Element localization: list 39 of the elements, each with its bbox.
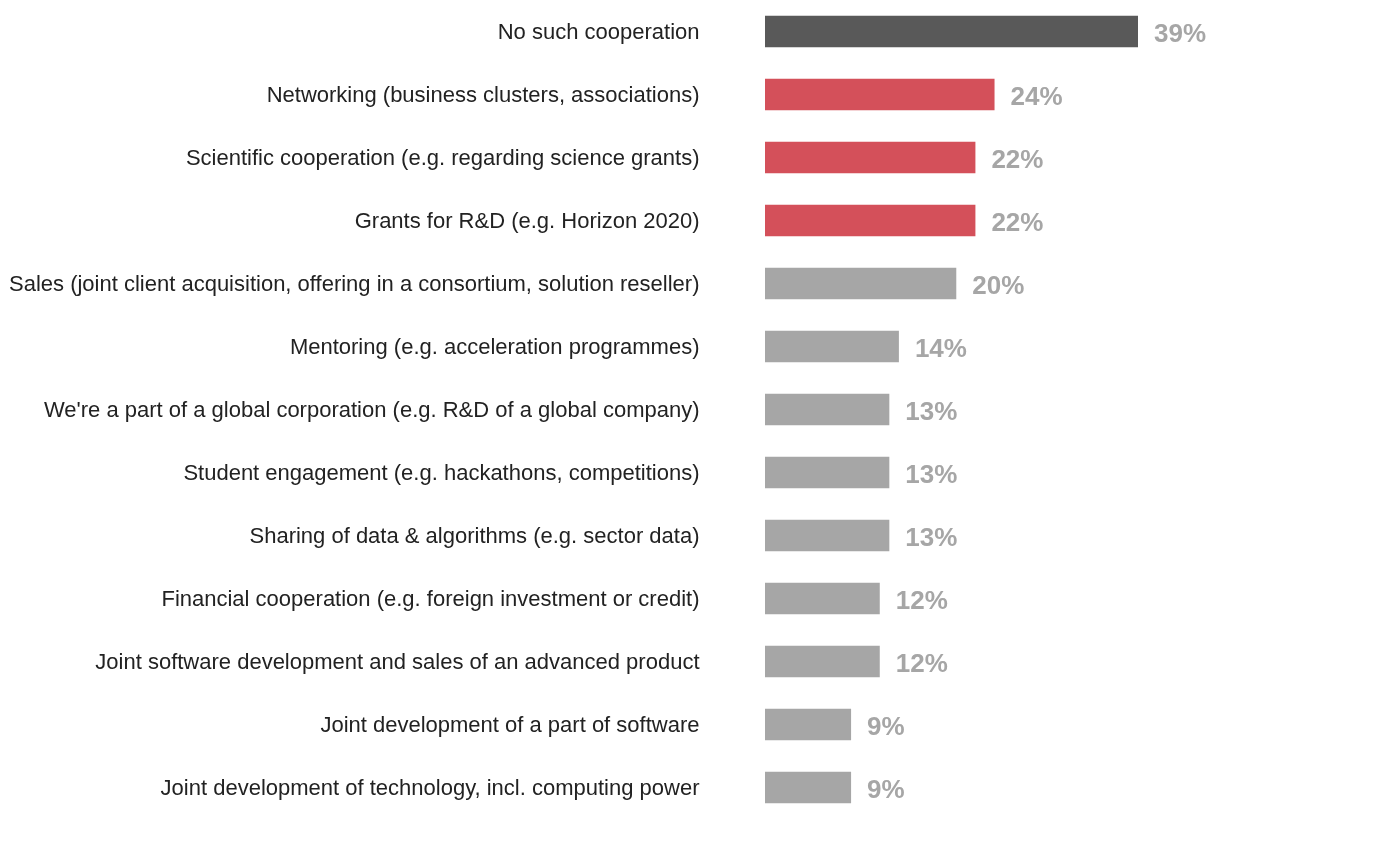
y-tick-label: Networking (business clusters, associations) — [266, 81, 700, 107]
y-tick-label: Sharing of data & algorithms (e.g. sector data) — [249, 522, 700, 548]
y-tick-label: Joint development of technology, incl. computing power — [160, 774, 700, 800]
bar — [765, 267, 957, 300]
y-tick-label: Financial cooperation (e.g. foreign investment or credit) — [161, 585, 700, 611]
y-tick-label: Grants for R&D (e.g. Horizon 2020) — [354, 207, 700, 233]
bar — [765, 15, 1138, 48]
data-label: 9% — [867, 710, 905, 741]
y-tick-label: No such cooperation — [497, 18, 700, 44]
y-tick-label: We're a part of a global corporation (e.g. R&D of a global company) — [43, 396, 700, 422]
data-label: 20% — [972, 269, 1025, 300]
bar — [765, 204, 976, 237]
bar — [765, 708, 852, 741]
bar — [765, 519, 890, 552]
bar — [765, 330, 899, 363]
bar — [765, 582, 880, 615]
data-label: 13% — [905, 395, 958, 426]
data-label: 22% — [991, 206, 1044, 237]
bar — [765, 645, 880, 678]
data-label: 39% — [1154, 17, 1207, 48]
bar — [765, 393, 890, 426]
y-tick-label: Joint development of a part of software — [320, 711, 700, 737]
bar — [765, 78, 995, 111]
data-label: 22% — [991, 143, 1044, 174]
data-label: 9% — [867, 773, 905, 804]
data-label: 13% — [905, 458, 958, 489]
data-label: 24% — [1010, 80, 1063, 111]
bar — [765, 771, 852, 804]
y-tick-label: Scientific cooperation (e.g. regarding science grants) — [185, 144, 700, 170]
y-tick-label: Joint software development and sales of an advanced product — [95, 648, 700, 674]
data-label: 12% — [895, 584, 948, 615]
bar — [765, 141, 976, 174]
bar — [765, 456, 890, 489]
data-label: 13% — [905, 521, 958, 552]
y-tick-label: Student engagement (e.g. hackathons, competitions) — [183, 459, 700, 485]
data-label: 14% — [914, 332, 967, 363]
data-label: 12% — [895, 647, 948, 678]
y-tick-label: Sales (joint client acquisition, offering in a consortium, solution reseller) — [9, 270, 700, 296]
y-tick-label: Mentoring (e.g. acceleration programmes) — [289, 333, 700, 359]
